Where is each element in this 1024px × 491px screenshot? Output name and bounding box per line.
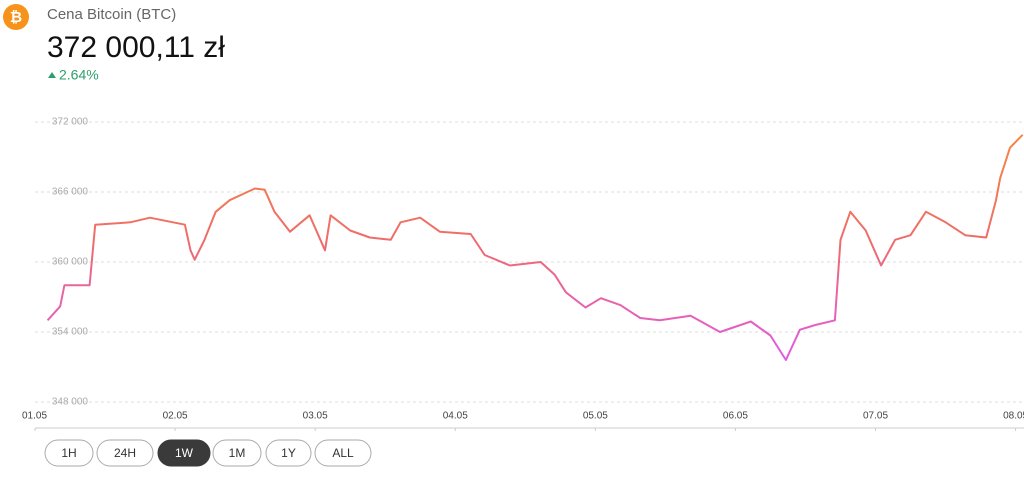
button-label[interactable]: 1Y <box>281 446 296 460</box>
button-bg[interactable] <box>157 439 211 467</box>
x-tick-label: 05.05 <box>583 411 608 422</box>
x-tick-label: 02.05 <box>163 411 188 422</box>
title: Cena Bitcoin (BTC) <box>47 6 176 23</box>
x-tick-label: 07.05 <box>863 411 888 422</box>
price: 372 000,11 zł <box>47 31 225 64</box>
button-label[interactable]: ALL <box>332 446 354 460</box>
range-button[interactable]: 1M <box>212 439 262 467</box>
change: 2.64% <box>59 67 99 83</box>
button-label[interactable]: 1M <box>229 446 246 460</box>
x-tick-label: 04.05 <box>443 411 468 422</box>
range-button[interactable]: 1W <box>157 439 211 467</box>
coin-symbol: ₿ <box>10 9 22 26</box>
x-tick-label: 01.05 <box>22 411 47 422</box>
button-label[interactable]: 24H <box>114 446 136 460</box>
button-bg[interactable] <box>212 439 262 467</box>
coin-icon <box>3 4 29 30</box>
y-tick-label: 348 000 <box>52 397 89 408</box>
button-bg[interactable] <box>44 439 94 467</box>
range-button[interactable]: 24H <box>96 439 154 467</box>
y-tick-label: 354 000 <box>52 327 89 338</box>
y-tick-label: 360 000 <box>52 257 89 268</box>
button-bg[interactable] <box>96 439 154 467</box>
up-arrow <box>48 72 56 78</box>
x-tick-label: 06.05 <box>723 411 748 422</box>
button-bg[interactable] <box>314 439 372 467</box>
x-tick-label: 03.05 <box>303 411 328 422</box>
range-button[interactable]: 1Y <box>265 439 312 467</box>
button-label[interactable]: 1W <box>175 446 194 460</box>
button-bg[interactable] <box>265 439 312 467</box>
price-line <box>46 134 1024 361</box>
button-label[interactable]: 1H <box>61 446 76 460</box>
y-tick-label: 372 000 <box>52 117 89 128</box>
range-button[interactable]: 1H <box>44 439 94 467</box>
y-tick-label: 366 000 <box>52 187 89 198</box>
range-button[interactable]: ALL <box>314 439 372 467</box>
x-tick-label: 08.05 <box>1003 411 1024 422</box>
